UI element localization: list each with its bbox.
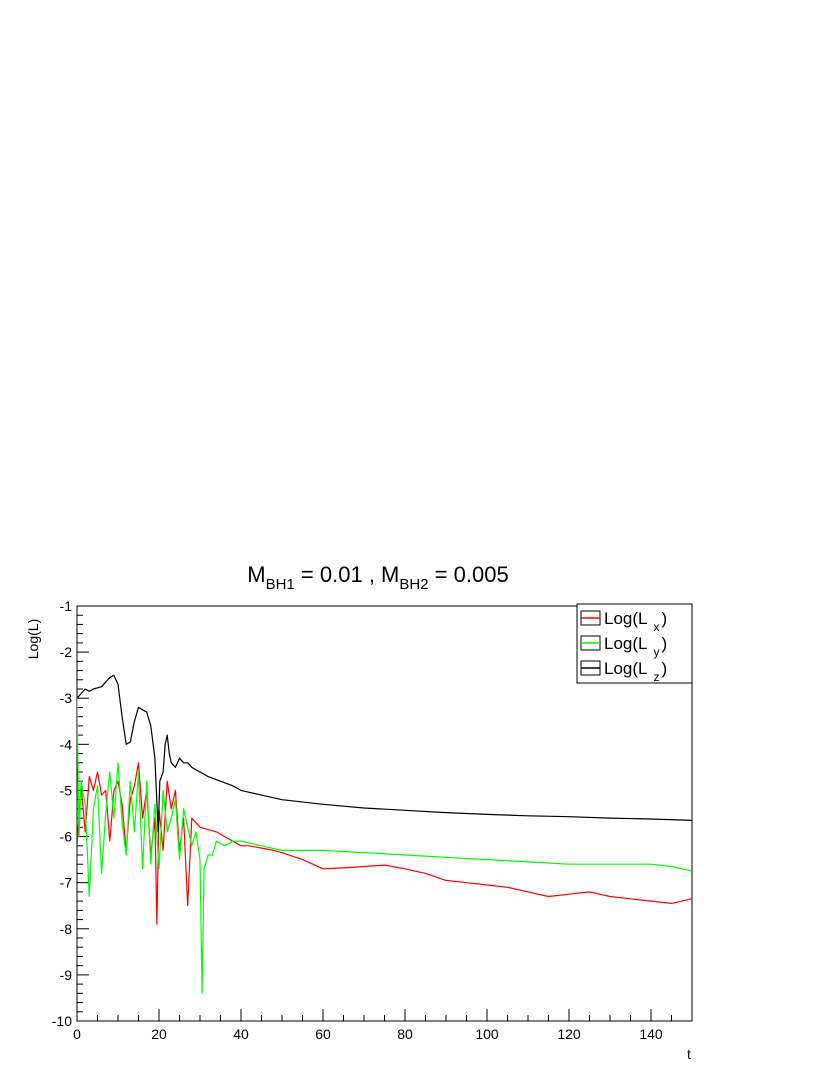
y-tick-label: -1 <box>60 598 73 614</box>
x-tick-label: 100 <box>475 1026 499 1042</box>
y-tick-label: -4 <box>60 736 73 752</box>
y-tick-label: -9 <box>60 967 73 983</box>
y-tick-label: -3 <box>60 690 73 706</box>
legend-label: Log(L x) <box>604 609 667 634</box>
x-tick-label: 0 <box>73 1026 81 1042</box>
axes: 0 20 40 60 80 100 120 140 -1 -2 -3 -4 -5 -6 -7 -8 -9 -10 <box>52 598 693 1042</box>
legend: Log(L x)Log(L y)Log(L z) <box>576 603 693 684</box>
x-tick-label: 40 <box>233 1026 249 1042</box>
series-line-y <box>77 698 692 994</box>
series-line-x <box>77 762 692 925</box>
chart-title: MBH1 = 0.01 , MBH2 = 0.005 <box>247 562 508 593</box>
x-tick-label: 120 <box>557 1026 581 1042</box>
series-layer <box>77 674 692 994</box>
y-axis-label: Log(L) <box>25 619 41 659</box>
x-tick-label: 20 <box>151 1026 167 1042</box>
y-tick-label: -6 <box>60 829 73 845</box>
y-tick-label: -8 <box>60 921 73 937</box>
x-tick-label: 140 <box>639 1026 663 1042</box>
y-tick-label: -7 <box>60 875 73 891</box>
series-line-z <box>77 674 692 833</box>
legend-label: Log(L y) <box>604 634 667 659</box>
x-axis-label: t <box>687 1046 691 1062</box>
y-tick-label: -5 <box>60 782 73 798</box>
x-tick-label: 80 <box>397 1026 413 1042</box>
x-tick-label: 60 <box>315 1026 331 1042</box>
y-tick-label: -2 <box>60 644 73 660</box>
y-tick-label: -10 <box>52 1013 72 1029</box>
legend-label: Log(L z) <box>604 659 667 684</box>
